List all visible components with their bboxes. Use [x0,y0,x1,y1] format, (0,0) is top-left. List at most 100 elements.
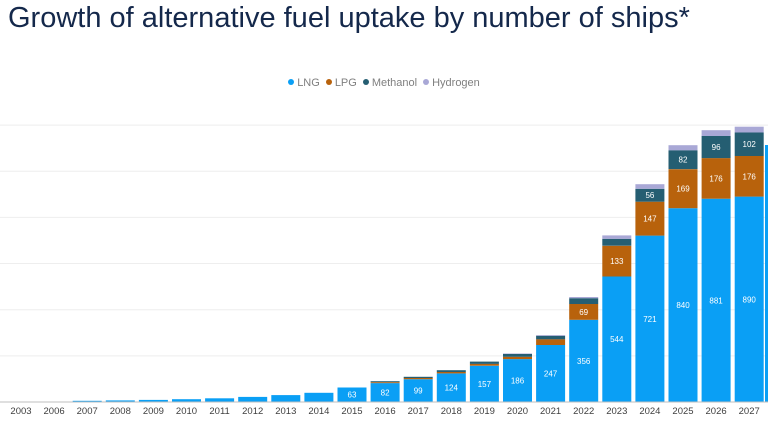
data-label: 82 [679,156,688,165]
legend-marker [325,79,332,85]
bar-lng-2008 [105,400,135,402]
x-tick-label: 2022 [573,406,594,417]
bar-hydrogen-2026 [701,130,731,136]
legend-item-lpg: LPG [325,77,357,89]
bar-lpg-2024 [635,201,665,236]
data-label: 133 [610,257,624,266]
x-tick-label: 2027 [739,406,760,417]
x-tick-label: 2018 [441,406,462,417]
bar-lng-2015 [337,387,367,402]
x-tick-label: 2003 [10,406,31,417]
bar-hydrogen-2021 [536,335,566,336]
data-label: 176 [743,172,757,181]
legend-marker [423,79,430,85]
bar-lng-2017 [403,379,433,402]
data-label: 102 [743,140,757,149]
data-label: 247 [544,370,558,379]
bar-lpg-2021 [536,339,566,345]
bar-lng-2016 [370,383,400,402]
data-label: 63 [348,391,357,400]
legend-marker [362,79,369,85]
legend-item-hydrogen: Hydrogen [423,77,480,89]
bar-lng-2019 [469,365,499,402]
legend-marker [288,79,295,85]
data-label: 176 [709,174,723,183]
data-label: 840 [676,301,690,310]
bar-lpg-2017 [403,378,433,380]
bar-methanol-2022 [569,298,599,304]
chart-title: Growth of alternative fuel uptake by num… [8,2,690,34]
bar-lng-2020 [503,359,532,402]
bar-methanol-2016 [370,381,400,383]
x-tick-label: 2010 [176,406,197,417]
x-tick-label: 2019 [474,406,495,417]
x-tick-label: 2006 [44,406,65,417]
bar-lpg-2025 [668,169,698,209]
bar-lng-2010 [172,399,201,402]
data-label: 169 [676,185,690,194]
bar-hydrogen-2027 [734,126,764,133]
data-label: 69 [579,308,588,317]
x-tick-label: 2020 [507,406,528,417]
legend-label: LNG [297,77,320,89]
data-label: 544 [610,335,624,344]
bar-lng-2024 [635,235,665,402]
data-label: 157 [478,380,492,389]
data-label: 82 [381,389,390,398]
data-label: 96 [712,143,721,152]
data-label: 721 [643,315,657,324]
data-label: 356 [577,357,591,366]
bar-methanol-2018 [436,370,466,372]
bar-lpg-2016 [370,382,400,384]
data-label: 147 [643,215,657,224]
bar-methanol-2027 [734,132,764,156]
bar-lng-2014 [304,392,334,402]
bar-lng-2026 [701,198,731,402]
x-tick-label: 2015 [341,406,362,417]
bar-lpg-2027 [734,156,764,197]
x-tick-label: 2013 [275,406,296,417]
bar-hydrogen-2022 [569,297,599,299]
x-tick-label: 2016 [375,406,396,417]
bar-lng-2013 [271,395,301,402]
x-tick-label: 2007 [77,406,98,417]
bar-methanol-2020 [503,354,532,357]
x-tick-label: 2026 [706,406,727,417]
legend-label: Methanol [371,77,418,89]
legend-label: Hydrogen [432,77,480,89]
bar-lng-2007 [72,400,102,402]
bar-lng-2022 [569,319,599,402]
chart-legend: LNG LPG Methanol Hydrogen [0,77,768,89]
bar-methanol-2023 [602,238,632,246]
bar-methanol-2021 [536,335,566,340]
data-label: 186 [511,377,525,386]
bar-lpg-2023 [602,245,632,277]
bar-methanol-2024 [635,188,665,202]
x-tick-label: 2012 [242,406,263,417]
bar-partial-edge [765,145,768,402]
x-tick-label: 2017 [408,406,429,417]
bar-lpg-2019 [469,363,499,366]
x-tick-label: 2023 [606,406,627,417]
bar-lng-2027 [734,196,764,402]
bar-hydrogen-2023 [602,235,632,239]
bar-hydrogen-2024 [635,184,665,189]
data-label: 890 [743,295,757,304]
bar-lpg-2018 [436,372,466,374]
bar-hydrogen-2020 [503,353,532,354]
bar-methanol-2025 [668,150,698,170]
bar-methanol-2017 [403,376,433,378]
bar-lng-2009 [138,399,168,402]
bar-lpg-2022 [569,303,599,320]
bar-lpg-2026 [701,158,731,199]
bar-methanol-2019 [469,361,499,364]
x-tick-label: 2011 [209,406,229,417]
x-tick-label: 2024 [639,406,660,417]
data-label: 881 [709,296,723,305]
data-label: 99 [414,387,423,396]
x-tick-label: 2014 [308,406,329,417]
x-tick-label: 2009 [143,406,164,417]
legend-item-methanol: Methanol [362,77,418,89]
bar-methanol-2026 [701,135,731,159]
